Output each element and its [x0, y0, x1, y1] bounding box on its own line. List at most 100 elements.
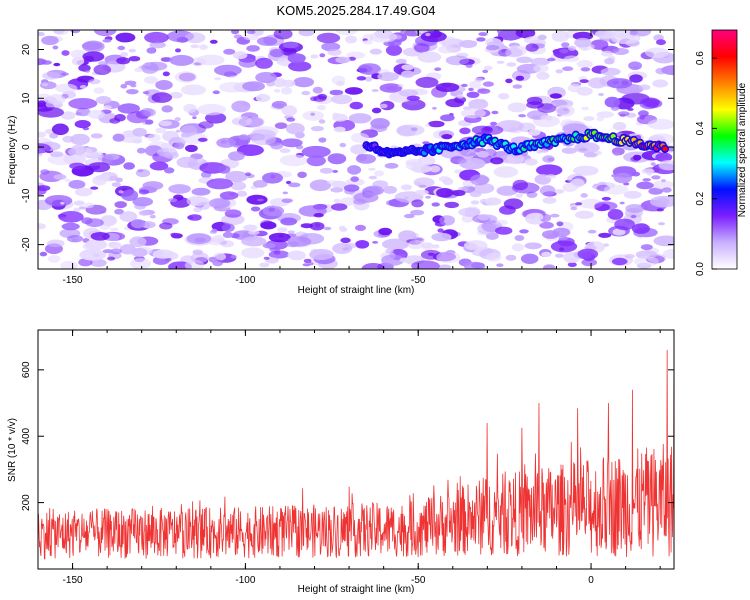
noise-blob [38, 107, 64, 118]
noise-blob [331, 203, 348, 211]
noise-blob [454, 169, 463, 174]
noise-blob [187, 214, 202, 221]
noise-blob [100, 215, 117, 227]
noise-blob [581, 106, 590, 111]
noise-blob [136, 147, 146, 154]
snr-line [38, 330, 674, 560]
noise-blob [162, 71, 170, 77]
noise-blob [386, 199, 401, 207]
noise-blob [507, 102, 527, 113]
noise-blob [431, 232, 452, 242]
noise-blob [370, 118, 390, 129]
noise-blob [512, 84, 523, 89]
noise-blob [485, 252, 502, 262]
noise-blob [212, 90, 220, 95]
noise-blob [549, 93, 563, 99]
noise-blob [93, 87, 105, 94]
noise-blob [288, 61, 312, 72]
snr-series [38, 330, 674, 560]
noise-blob [41, 35, 59, 46]
spectrogram-x-ticks: -150 -100 -50 0 [37, 30, 661, 286]
noise-blob [99, 224, 111, 231]
x-tick-label: -50 [411, 275, 426, 286]
noise-blob [329, 89, 344, 96]
noise-blob [269, 48, 285, 58]
noise-blob [651, 175, 661, 180]
noise-blob [85, 218, 104, 228]
noise-blob [568, 45, 577, 51]
noise-blob [206, 178, 233, 190]
noise-blob [649, 195, 674, 208]
noise-blob [350, 176, 360, 182]
noise-blob [425, 195, 431, 199]
noise-blob [542, 197, 557, 204]
noise-blob [431, 202, 440, 207]
noise-blob [149, 41, 166, 49]
noise-blob [306, 155, 326, 167]
noise-blob [658, 160, 674, 171]
noise-blob [279, 154, 308, 167]
noise-blob [368, 167, 376, 171]
noise-blob [454, 96, 467, 104]
noise-blob [268, 207, 275, 212]
noise-blob [371, 107, 382, 114]
noise-blob [628, 61, 642, 70]
noise-blob [382, 238, 410, 250]
noise-blob [469, 190, 482, 198]
snr-background [38, 330, 674, 569]
noise-blob [270, 142, 284, 150]
noise-blob [468, 99, 489, 110]
noise-blob [493, 166, 519, 178]
x-tick-label: 0 [588, 275, 594, 286]
noise-blob [516, 56, 533, 64]
noise-blob [123, 162, 135, 170]
noise-blob [437, 228, 444, 233]
noise-blob [128, 56, 141, 62]
noise-blob [420, 31, 447, 43]
noise-blob [413, 177, 435, 188]
noise-blob [281, 198, 293, 203]
noise-blob [219, 191, 239, 200]
noise-blob [432, 106, 437, 110]
noise-blob [219, 82, 247, 93]
noise-blob [102, 249, 114, 254]
noise-blob [465, 63, 473, 68]
signal-cell [662, 146, 668, 152]
noise-blob [137, 169, 144, 173]
noise-blob [119, 211, 138, 222]
noise-blob [536, 164, 563, 176]
noise-blob [338, 225, 346, 231]
noise-blob [248, 230, 260, 235]
noise-blob [112, 133, 125, 142]
noise-blob [169, 91, 183, 99]
noise-blob [246, 45, 260, 52]
noise-blob [356, 76, 367, 81]
noise-blob [287, 230, 296, 234]
y-tick-label: -10 [21, 188, 32, 203]
noise-blob [68, 98, 98, 110]
noise-blob [282, 41, 299, 49]
noise-blob [318, 119, 326, 124]
noise-blob [73, 207, 81, 213]
noise-blob [118, 190, 124, 194]
noise-blob [144, 119, 154, 125]
noise-blob [429, 165, 441, 173]
noise-blob [333, 126, 346, 133]
noise-blob [650, 162, 656, 166]
noise-blob [464, 240, 488, 251]
colorbar-tick-label: 0.6 [695, 51, 706, 65]
noise-blob [251, 134, 277, 145]
noise-blob [232, 116, 252, 127]
noise-blob [368, 175, 378, 180]
noise-blob [128, 48, 136, 53]
noise-blob [143, 108, 156, 117]
colorbar-label: Normalized spectral amplitude [737, 82, 748, 217]
noise-blob [498, 93, 510, 100]
noise-blob [109, 175, 118, 181]
noise-blob [515, 30, 536, 39]
noise-blob [641, 168, 655, 174]
noise-blob [490, 121, 498, 126]
noise-blob [539, 221, 554, 229]
noise-blob [436, 251, 461, 264]
noise-blob [303, 258, 312, 264]
